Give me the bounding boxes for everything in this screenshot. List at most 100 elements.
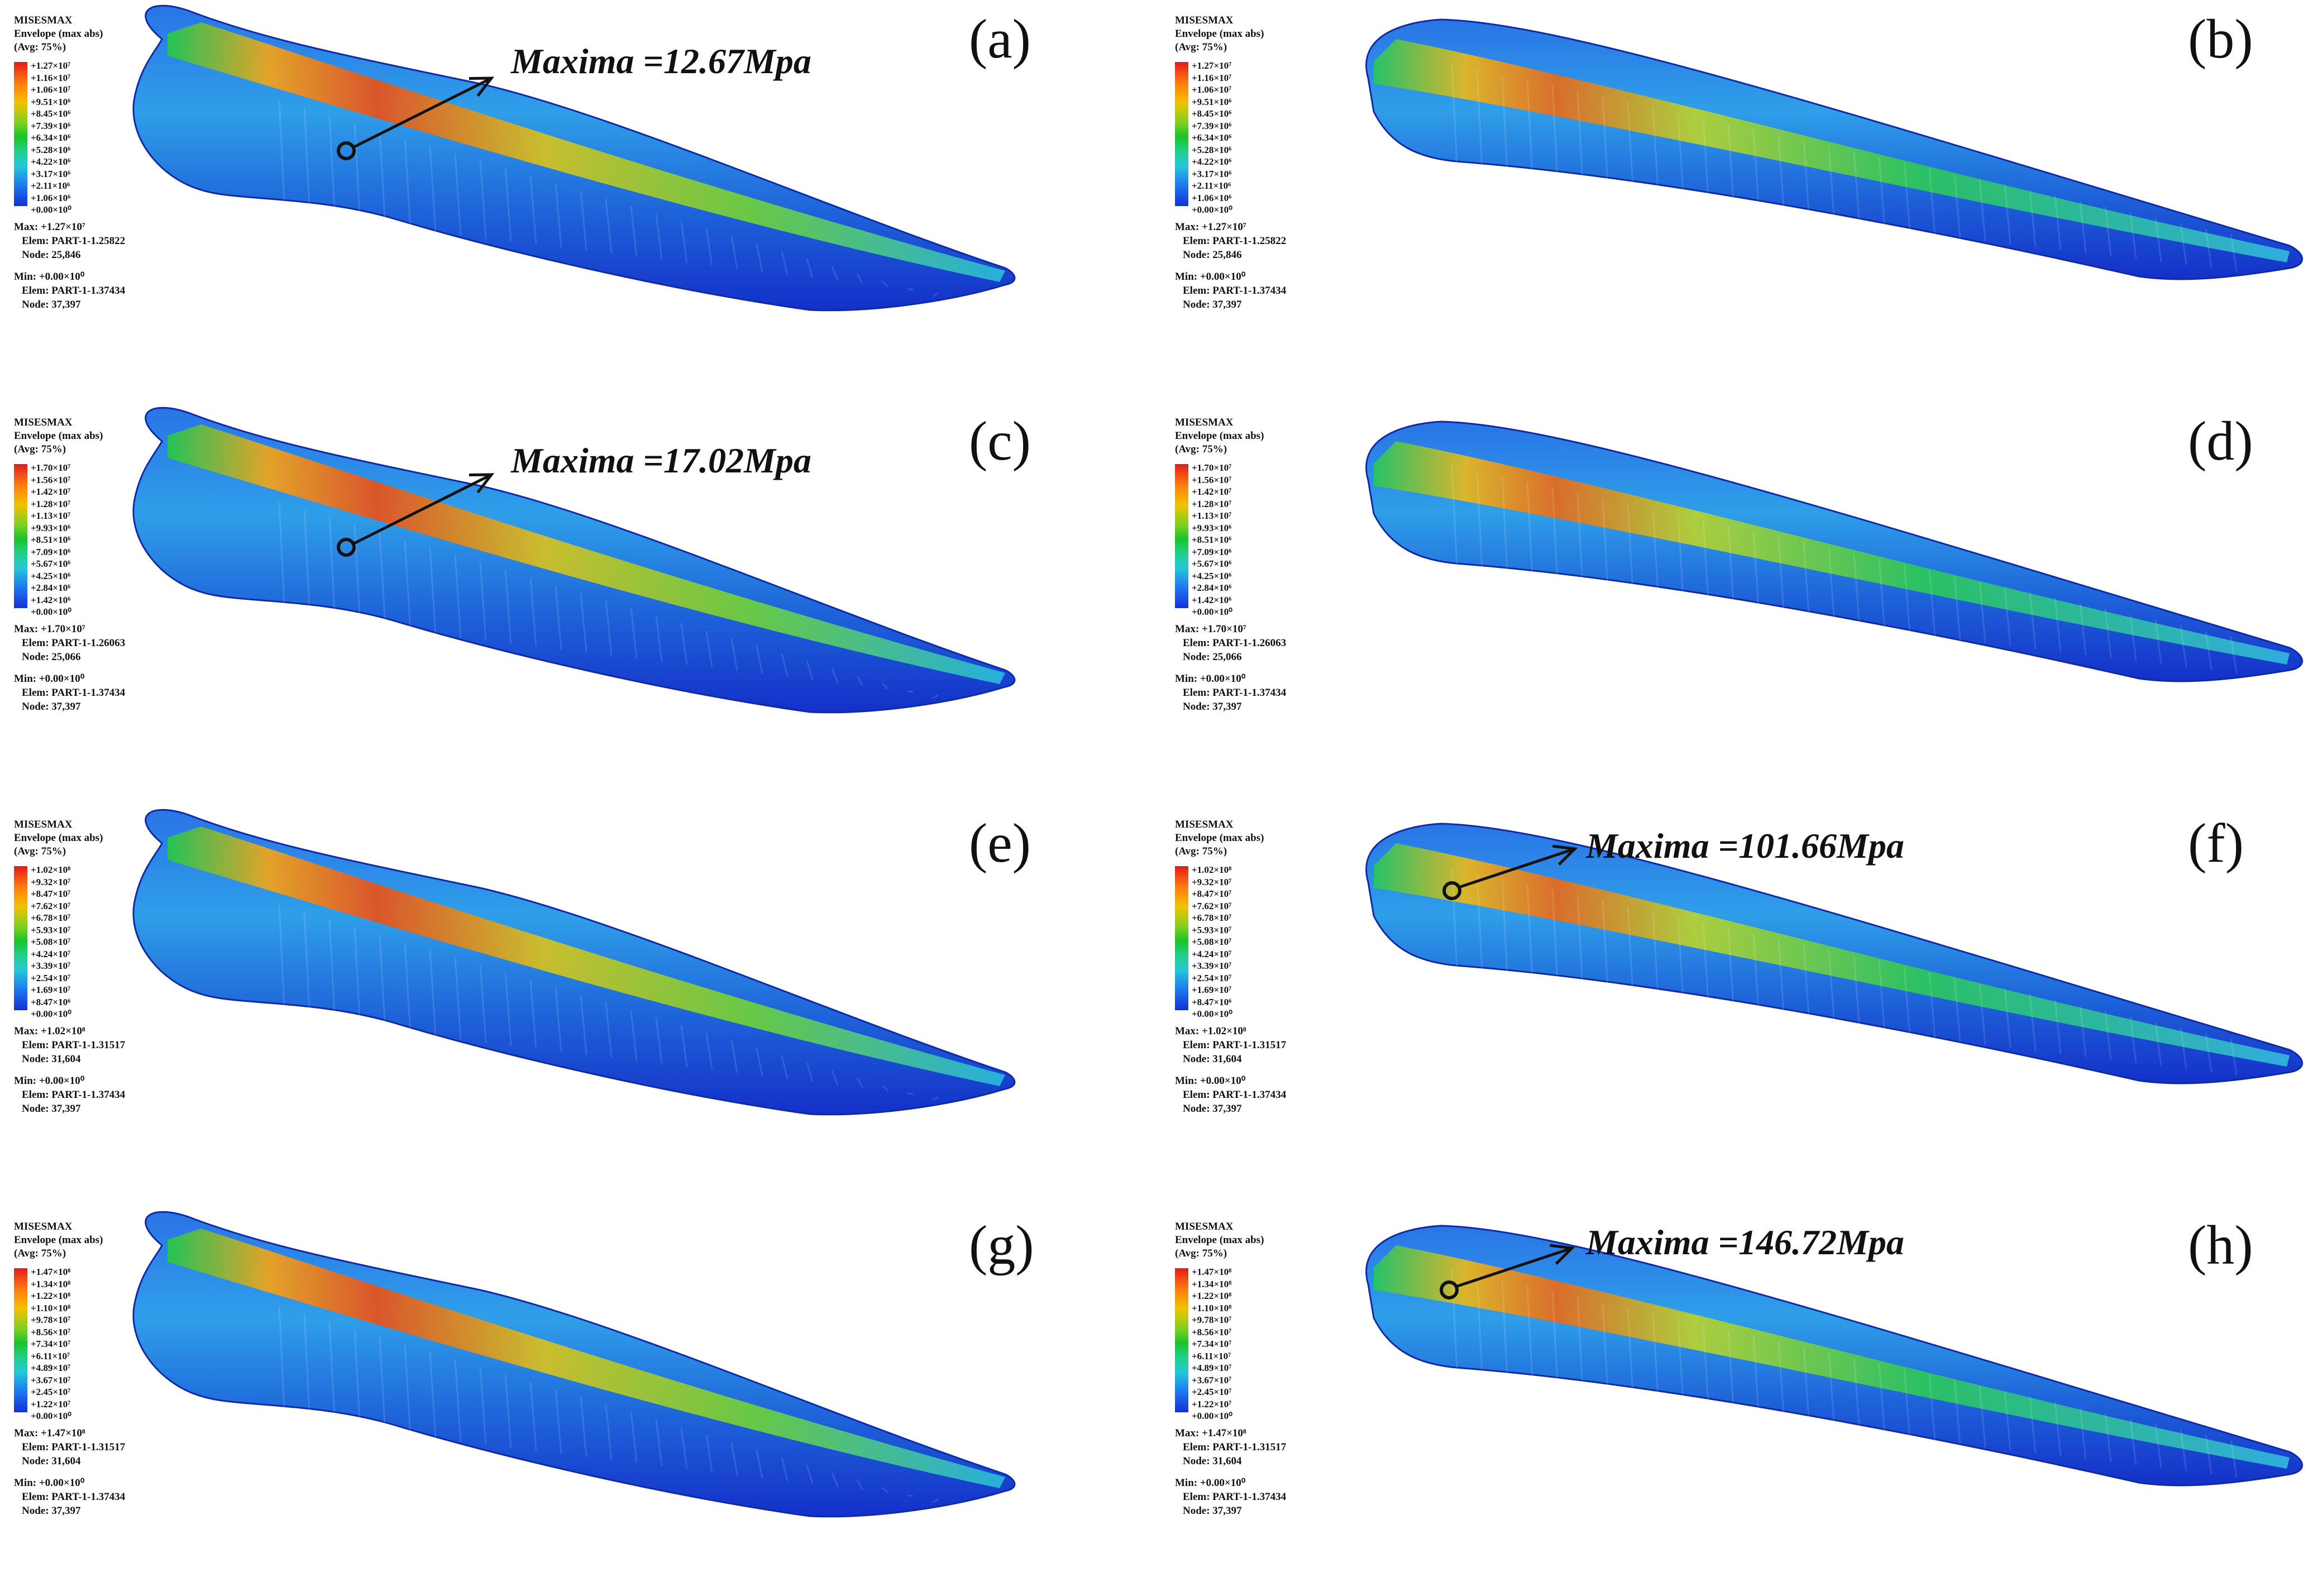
rib-line [881,1487,889,1494]
rib-line [555,183,562,248]
legend-tick: +1.28×10⁷ [1192,498,1232,509]
max-elem: Elem: PART-1-1.26063 [1183,637,1287,649]
rib-line [907,288,914,291]
rib-line [2054,598,2062,652]
max-elem: Elem: PART-1-1.26063 [22,637,126,649]
rib-line [1979,1385,1986,1447]
legend-extrema: Max: +1.70×10⁷ Elem: PART-1-1.26063 Node… [14,622,181,714]
rib-line [429,547,437,635]
legend-tick: +0.00×10⁰ [31,204,71,215]
rib-line [1551,85,1559,190]
rib-line [1451,1269,1459,1384]
rib-line [555,987,562,1052]
min-value: Min: +0.00×10⁰ [14,1075,85,1087]
arrow-head [469,473,495,494]
min-elem: Elem: PART-1-1.37434 [1183,1491,1287,1503]
min-node: Node: 37,397 [1183,1103,1242,1115]
rib-line [1878,961,1886,1033]
rib-line [479,160,487,239]
min-value: Min: +0.00×10⁰ [14,673,85,685]
legend-tick: +1.06×10⁷ [31,84,71,95]
rib-line [1652,509,1660,604]
legend-tick: +6.78×10⁷ [31,912,71,923]
max-node: Node: 31,604 [1183,1053,1242,1065]
legend-tick: +1.10×10⁸ [31,1302,71,1313]
spar-cap-band [1374,441,2290,665]
max-value: Max: +1.02×10⁸ [1175,1025,1246,1037]
blade-svg [1365,18,2303,280]
rib-line [1903,1369,1911,1439]
min-node: Node: 37,397 [22,1103,81,1115]
rib-line [454,153,462,236]
maxima-annotation: Maxima =101.66Mpa [1586,826,1904,866]
rib-line [1828,146,1836,223]
blade-group [1365,18,2303,280]
rib-line [2054,1000,2062,1054]
legend-tick: +5.93×10⁷ [1192,924,1232,935]
rib-line [278,502,286,617]
rib-line [454,555,462,638]
rib-line [1602,96,1609,196]
legend-tick: +7.62×10⁷ [1192,900,1232,911]
legend-tick: +1.10×10⁸ [1192,1302,1232,1313]
legend-tick: +2.45×10⁷ [1192,1387,1232,1397]
max-elem: Elem: PART-1-1.31517 [22,1441,126,1453]
max-value: Max: +1.27×10⁷ [14,221,85,233]
legend-tick: +1.42×10⁶ [31,594,71,605]
legend-tick: +9.78×10⁷ [31,1315,71,1325]
rib-line [680,623,688,665]
rib-line [756,1048,763,1076]
legend-tick: +1.13×10⁷ [1192,510,1232,521]
panel-label: (f) [2188,812,2244,874]
contour-legend: MISESMAX Envelope (max abs) (Avg: 75%) +… [1175,416,1342,714]
legend-tick: +1.47×10⁸ [1192,1267,1232,1277]
rib-line [1903,967,1911,1036]
legend-tick: +1.06×10⁶ [31,192,71,203]
rib-line [2129,1016,2137,1063]
legend-subtitle: Envelope (max abs) [1175,430,1264,442]
min-node: Node: 37,397 [1183,1505,1242,1517]
result-panel-f: MISESMAX Envelope (max abs) (Avg: 75%) +… [1161,804,2322,1194]
legend-tick: +3.17×10⁶ [31,168,71,179]
rib-line [1652,1313,1660,1408]
min-value: Min: +0.00×10⁰ [1175,673,1246,685]
blade-svg [1365,420,2303,682]
contour-legend: MISESMAX Envelope (max abs) (Avg: 75%) +… [14,818,181,1116]
min-node: Node: 37,397 [1183,299,1242,310]
rib-line [580,592,587,653]
rib-line [705,630,713,668]
legend-tick: +1.06×10⁶ [1192,192,1232,203]
rib-line [2180,1027,2187,1069]
legend-scale: +1.02×10⁸ +9.32×10⁷ +8.47×10⁷ +7.62×10⁷ +6.7… [1175,864,1342,1019]
rib-line [1727,123,1735,211]
rib-line [781,251,789,275]
max-value: Max: +1.02×10⁸ [14,1025,85,1037]
legend-title: MISESMAX [14,15,73,26]
max-elem: Elem: PART-1-1.31517 [1183,1039,1287,1051]
legend-scale: +1.70×10⁷ +1.56×10⁷ +1.42×10⁷ +1.28×10⁷ +1.1… [14,462,181,617]
legend-extrema: Max: +1.02×10⁸ Elem: PART-1-1.31517 Node… [14,1024,181,1116]
legend-tick: +8.47×10⁷ [1192,888,1232,899]
legend-tick: +5.67×10⁶ [31,558,71,569]
legend-tick: +5.08×10⁷ [1192,936,1232,947]
legend-average: (Avg: 75%) [14,845,66,857]
rib-line [2129,614,2137,661]
rib-line [2029,190,2037,247]
legend-title: MISESMAX [1175,819,1234,830]
rib-line [907,690,914,693]
rib-line [404,1344,412,1436]
maxima-annotation: Maxima =17.02Mpa [511,441,811,480]
legend-tick: +1.13×10⁷ [31,510,71,521]
rib-line [1602,900,1609,1000]
rib-line [1803,542,1810,622]
rib-line [655,615,663,662]
rib-line [856,1077,864,1088]
maxima-marker [337,538,356,557]
legend-tick: +8.45×10⁶ [1192,108,1232,119]
rib-line [680,1427,688,1469]
rib-line [353,123,361,224]
legend-tick: +1.22×10⁸ [1192,1291,1232,1301]
rib-line [806,259,814,278]
rib-line [2104,609,2112,658]
result-panel-c: MISESMAX Envelope (max abs) (Avg: 75%) +… [0,402,1161,792]
